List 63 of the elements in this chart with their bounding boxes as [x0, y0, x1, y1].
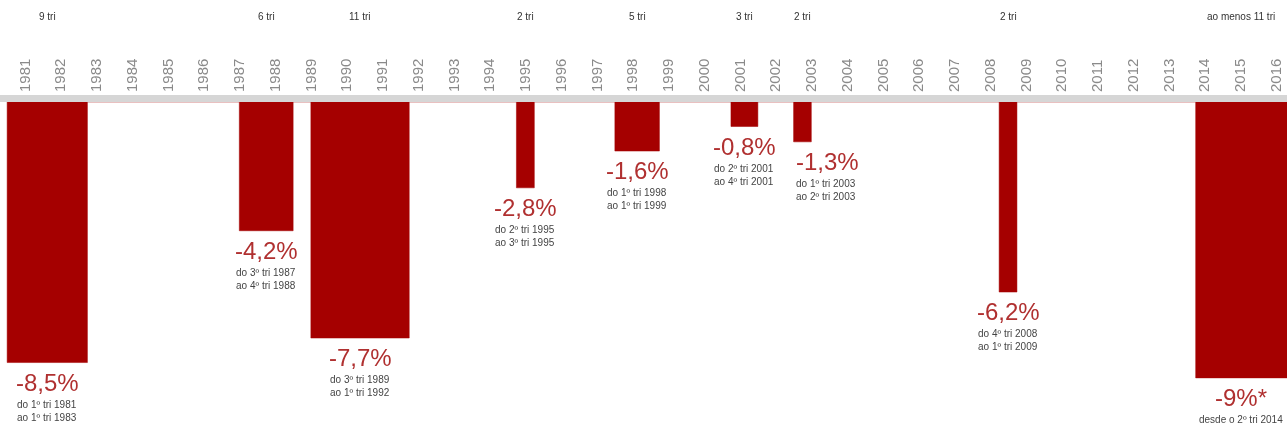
annotation: do 4º tri 2008 ao 1º tri 2009 [978, 328, 1038, 352]
x-tick-label: 2013 [1159, 58, 1177, 92]
x-tick-label: 1985 [158, 58, 176, 92]
x-tick-label: 1990 [337, 58, 355, 92]
x-tick-label: 1984 [123, 58, 141, 92]
x-tick-label: 1989 [301, 58, 319, 92]
annotation: do 2º tri 2001 ao 4º tri 2001 [714, 163, 774, 187]
x-tick-label: 1996 [552, 58, 570, 92]
x-tick-label: 2006 [909, 58, 927, 92]
annotation: do 1º tri 2003 ao 2º tri 2003 [796, 178, 856, 202]
text: 2 tri [794, 11, 811, 22]
x-tick-label: 1999 [659, 58, 677, 92]
x-tick-label: 1992 [409, 58, 427, 92]
x-tick-label: 1993 [444, 58, 462, 92]
x-tick-label: 2016 [1267, 58, 1285, 92]
text: 5 tri [629, 11, 646, 22]
text: 6 tri [258, 11, 275, 22]
data-label: -2,8% [494, 194, 557, 221]
x-tick-label: 2009 [1016, 58, 1034, 92]
x-tick-label: 1987 [230, 58, 248, 92]
x-tick-label: 2002 [766, 58, 784, 92]
data-label: -6,2% [977, 298, 1040, 325]
x-tick-label: 1983 [87, 58, 105, 92]
x-tick-label: 2001 [730, 58, 748, 92]
x-tick-label: 1986 [194, 58, 212, 92]
x-tick-label: 2010 [1052, 58, 1070, 92]
x-tick-label: 2015 [1231, 58, 1249, 92]
x-tick-label: 1981 [15, 58, 33, 92]
data-label: -1,3% [796, 148, 859, 175]
x-tick-label: 2007 [945, 58, 963, 92]
data-label: -9%* [1215, 384, 1268, 411]
x-tick-label: 2003 [802, 58, 820, 92]
annotation: do 3º tri 1987 ao 4º tri 1988 [236, 267, 296, 291]
data-label: -1,6% [606, 157, 669, 184]
x-tick-label: 1994 [480, 58, 498, 92]
x-tick-label: 2000 [695, 58, 713, 92]
text: ao menos 11 tri [1207, 11, 1276, 22]
x-tick-label: 2014 [1195, 58, 1213, 92]
x-tick-label: 1991 [373, 58, 391, 92]
annotation: do 3º tri 1989 ao 1º tri 1992 [330, 374, 390, 398]
data-label: -8,5% [16, 369, 79, 396]
x-tick-label: 1998 [623, 58, 641, 92]
x-tick-label: 2012 [1124, 58, 1142, 92]
x-tick-label: 1982 [51, 58, 69, 92]
annotation: do 1º tri 1998 ao 1º tri 1999 [607, 187, 667, 211]
x-tick-label: 2004 [838, 58, 856, 92]
x-tick-label: 2011 [1088, 59, 1106, 92]
x-tick-label: 2005 [873, 58, 891, 92]
x-tick-label: 1997 [587, 58, 605, 92]
text: 9 tri [39, 11, 56, 22]
data-label: -0,8% [713, 133, 776, 160]
annotation: do 1º tri 1981 ao 1º tri 1983 [17, 399, 77, 423]
text: 2 tri [1000, 11, 1017, 22]
text: 2 tri [517, 11, 534, 22]
data-label: -7,7% [329, 344, 392, 371]
x-tick-label: 2008 [981, 58, 999, 92]
annotation: desde o 2º tri 2014 [1199, 414, 1284, 425]
text: 11 tri [349, 11, 371, 22]
x-tick-label: 1995 [516, 58, 534, 92]
text: 3 tri [736, 11, 753, 22]
annotation: do 2º tri 1995 ao 3º tri 1995 [495, 224, 555, 248]
x-tick-label: 1988 [266, 58, 284, 92]
data-label: -4,2% [235, 237, 298, 264]
